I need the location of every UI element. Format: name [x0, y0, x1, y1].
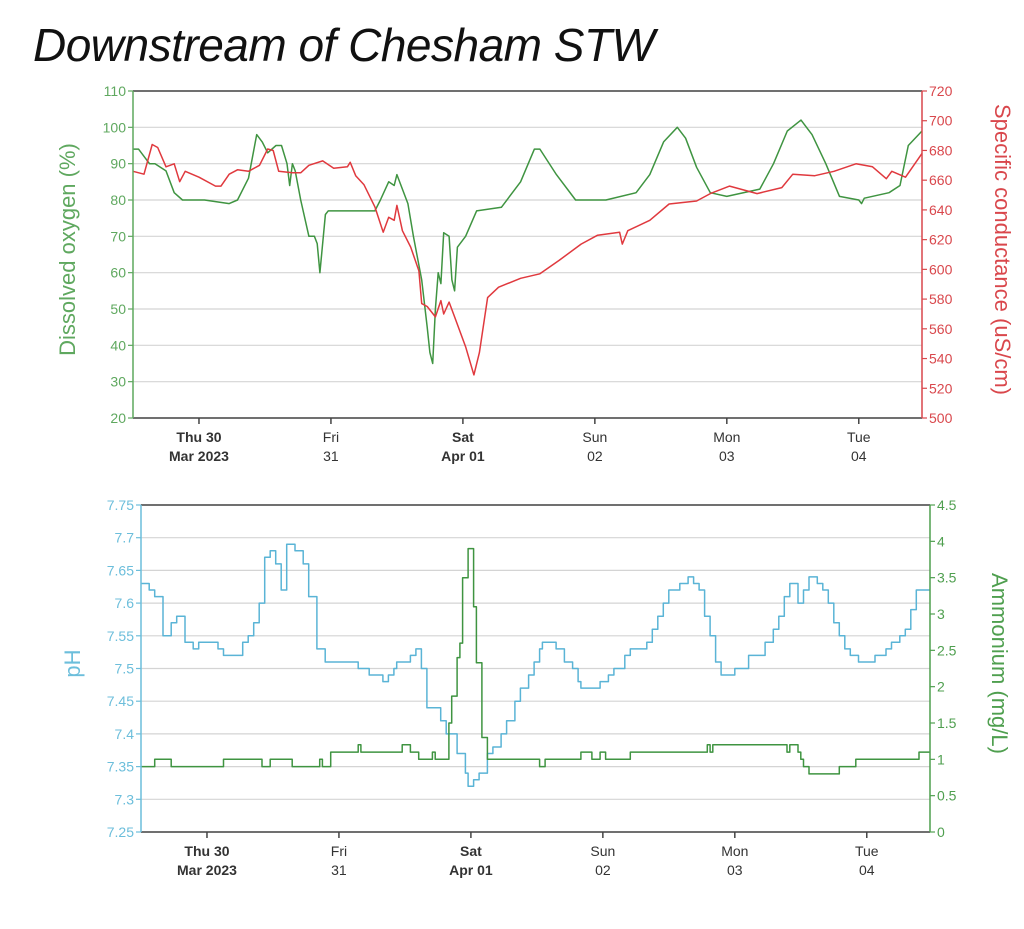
left-y-tick-label: 90 [110, 156, 126, 172]
left-y-tick-label: 7.65 [107, 562, 134, 578]
right-y-tick-label: 720 [929, 83, 953, 99]
left-y-tick-label: 50 [110, 301, 126, 317]
right-y-tick-label: 540 [929, 351, 953, 367]
left-y-tick-label: 70 [110, 228, 126, 244]
right-y-tick-label: 600 [929, 261, 953, 277]
x-tick-label: 02 [587, 448, 603, 464]
left-y-axis-title: Dissolved oxygen (%) [55, 143, 80, 356]
x-tick-label: Fri [323, 429, 339, 445]
right-y-tick-label: 660 [929, 172, 953, 188]
chart-1: 20 30 40 50 60 70 80 90 100 110 Dissolved oxygen (… [55, 83, 1015, 464]
x-tick-label: 02 [595, 862, 611, 878]
x-tick-label: 31 [331, 862, 347, 878]
left-y-tick-label: 7.6 [115, 595, 135, 611]
left-y-tick-label: 7.25 [107, 824, 134, 840]
series-line-right [132, 143, 923, 376]
x-tick-label: Mar 2023 [169, 448, 229, 464]
x-tick-label: Tue [847, 429, 871, 445]
right-y-tick-label: 700 [929, 113, 953, 129]
left-y-tick-label: 7.7 [115, 530, 135, 546]
left-y-tick-label: 110 [104, 83, 127, 99]
x-tick-label: 31 [323, 448, 339, 464]
left-y-tick-label: 7.3 [115, 791, 135, 807]
right-y-tick-label: 1.5 [937, 715, 957, 731]
right-y-tick-label: 4.5 [937, 497, 957, 513]
left-y-tick-label: 7.55 [107, 628, 134, 644]
left-y-tick-label: 7.75 [107, 497, 134, 513]
right-y-tick-label: 0 [937, 824, 945, 840]
left-y-tick-label: 100 [103, 119, 127, 135]
x-tick-label: 03 [719, 448, 735, 464]
x-tick-label: Thu 30 [176, 429, 221, 445]
left-y-tick-label: 20 [110, 410, 126, 426]
chart-2: 7.25 7.3 7.35 7.4 7.45 7.5 7.55 7.6 7.65 7.7 7.75 p… [60, 497, 1012, 878]
x-tick-label: Mon [721, 843, 748, 859]
right-y-tick-label: 560 [929, 321, 953, 337]
x-tick-label: 04 [851, 448, 867, 464]
right-y-tick-label: 4 [937, 533, 945, 549]
right-y-tick-label: 680 [929, 142, 953, 158]
right-y-tick-label: 520 [929, 380, 953, 396]
x-tick-label: Sun [582, 429, 607, 445]
left-y-axis-title: pH [60, 649, 85, 677]
x-tick-label: Sat [452, 429, 474, 445]
right-y-tick-label: 1 [937, 751, 945, 767]
x-tick-label: 03 [727, 862, 743, 878]
left-y-tick-label: 7.4 [115, 726, 135, 742]
left-y-tick-label: 7.45 [107, 693, 134, 709]
x-tick-label: 04 [859, 862, 875, 878]
left-y-tick-label: 80 [110, 192, 126, 208]
left-y-tick-label: 60 [110, 265, 126, 281]
series-line-left [141, 543, 930, 787]
x-tick-label: Apr 01 [441, 448, 485, 464]
right-y-tick-label: 3.5 [937, 570, 957, 586]
right-y-tick-label: 500 [929, 410, 953, 426]
right-y-tick-label: 2.5 [937, 642, 957, 658]
right-y-axis-title: Specific conductance (uS/cm) [990, 104, 1015, 395]
right-y-tick-label: 620 [929, 232, 953, 248]
left-y-tick-label: 7.5 [115, 661, 135, 677]
x-tick-label: Mar 2023 [177, 862, 237, 878]
x-tick-label: Sat [460, 843, 482, 859]
x-tick-label: Sun [590, 843, 615, 859]
right-y-tick-label: 640 [929, 202, 953, 218]
series-line-right [141, 547, 930, 775]
left-y-tick-label: 7.35 [107, 759, 134, 775]
x-tick-label: Thu 30 [184, 843, 229, 859]
series-line-left [133, 119, 923, 365]
chart-title: Downstream of Chesham STW [33, 19, 655, 71]
right-y-tick-label: 3 [937, 606, 945, 622]
x-tick-label: Mon [713, 429, 740, 445]
x-tick-label: Tue [855, 843, 879, 859]
right-y-axis-title: Ammonium (mg/L) [987, 573, 1012, 754]
x-tick-label: Fri [331, 843, 347, 859]
right-y-tick-label: 2 [937, 679, 945, 695]
left-y-tick-label: 30 [110, 374, 126, 390]
left-y-tick-label: 40 [110, 337, 126, 353]
right-y-tick-label: 580 [929, 291, 953, 307]
right-y-tick-label: 0.5 [937, 788, 957, 804]
x-tick-label: Apr 01 [449, 862, 493, 878]
